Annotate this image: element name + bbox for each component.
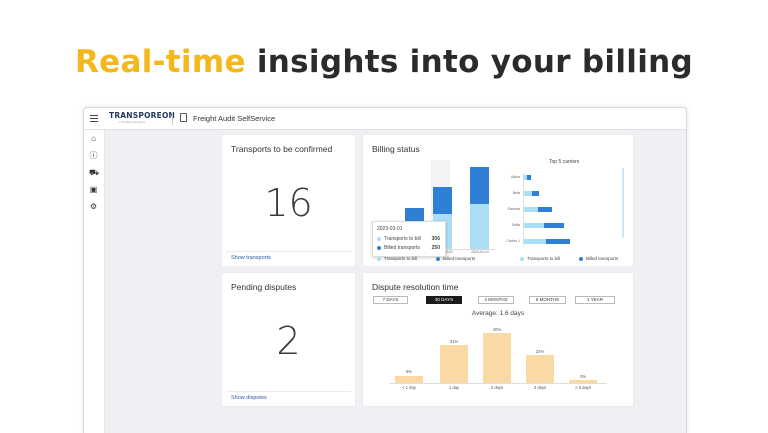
legend-dot	[377, 245, 381, 250]
card-title: Billing status	[372, 144, 420, 154]
app-title: Freight Audit SelfService	[193, 114, 276, 123]
card-title: Transports to be confirmed	[231, 144, 333, 154]
legend-dot	[377, 236, 381, 241]
legend-to-bill: Transports to bill	[520, 256, 560, 261]
carrier-bar-to-bill[interactable]	[524, 207, 538, 212]
truck-icon[interactable]: ⛟	[89, 168, 100, 177]
app-window: TRANSPOREON A Trimble Company Freight Au…	[83, 107, 687, 433]
range-30-days[interactable]: 30 DAYS	[426, 296, 462, 304]
card-divider	[226, 251, 351, 252]
bar-value-label: 3%	[579, 374, 587, 379]
billing-status-card: Billing status 2023-03-01 2023-04-01 202…	[363, 135, 633, 266]
document-icon[interactable]: ▣	[89, 185, 98, 194]
carrier-label: Beta	[512, 191, 520, 195]
carrier-bar-billed[interactable]	[538, 207, 552, 212]
chart-tooltip: 2023-03-01 Transports to bill 306 Billed…	[372, 221, 446, 257]
transports-card: Transports to be confirmed 16 Show trans…	[222, 135, 355, 266]
carrier-bar-billed[interactable]	[546, 239, 570, 244]
bar-billed[interactable]	[470, 167, 489, 204]
headline-rest: insights into your billing	[256, 44, 693, 80]
carrier-label: Carrier 1	[506, 239, 520, 243]
bar-value-label: 40%	[492, 327, 502, 332]
dispute-resolution-card: Dispute resolution time 7 DAYS 30 DAYS 4…	[363, 273, 633, 406]
disputes-count: 2	[276, 319, 301, 363]
app-document-icon	[180, 113, 187, 122]
top-bar: TRANSPOREON A Trimble Company Freight Au…	[84, 108, 686, 130]
tooltip-to-bill-value: 306	[431, 236, 440, 242]
divider	[172, 112, 173, 125]
x-tick-label: < 1 day	[402, 385, 416, 390]
card-title: Dispute resolution time	[372, 282, 459, 292]
x-tick-label: 2023-04-01	[471, 250, 489, 254]
carrier-bar-billed[interactable]	[527, 175, 531, 180]
legend-to-bill: Transports to bill	[377, 256, 417, 261]
bar-value-label: 31%	[449, 339, 459, 344]
card-divider	[226, 391, 351, 392]
x-tick-label: > 3 days	[575, 385, 591, 390]
tooltip-to-bill-label: Transports to bill	[384, 236, 421, 242]
tooltip-billed-value: 250	[431, 245, 440, 251]
logo-subtitle: A Trimble Company	[119, 120, 146, 124]
range-4-months[interactable]: 4 MONTHS	[478, 296, 514, 304]
x-tick-label: 3 days	[533, 385, 547, 390]
dispute-bar[interactable]	[483, 333, 511, 383]
carrier-bar-billed[interactable]	[544, 223, 564, 228]
alert-icon[interactable]: ⓘ	[89, 151, 98, 160]
range-7-days[interactable]: 7 DAYS	[373, 296, 408, 304]
range-1-year[interactable]: 1 YEAR	[575, 296, 615, 304]
carrier-bar-to-bill[interactable]	[524, 191, 532, 196]
x-tick-label: 1 day	[448, 385, 460, 390]
card-title: Pending disputes	[231, 282, 297, 292]
tooltip-date: 2023-03-01	[377, 226, 403, 232]
hamburger-menu-icon[interactable]	[90, 115, 98, 122]
bar-to-bill[interactable]	[470, 204, 489, 249]
show-transports-link[interactable]: Show transports	[231, 255, 271, 261]
side-navigation: ⌂ ⓘ ⛟ ▣ ⚙	[84, 130, 105, 433]
carrier-bar-to-bill[interactable]	[524, 239, 546, 244]
tooltip-billed-label: Billed transports	[384, 245, 420, 251]
range-6-months[interactable]: 6 MONTHS	[529, 296, 566, 304]
average-label: Average: 1.6 days	[471, 310, 525, 317]
carrier-label: Alpha	[511, 175, 520, 179]
logo-text: TRANSPOREON	[109, 111, 175, 120]
transports-count: 16	[264, 181, 313, 225]
disputes-card: Pending disputes 2 Show disputes	[222, 273, 355, 406]
legend-billed: Billed transports	[579, 256, 618, 261]
legend-billed: Billed transports	[436, 256, 475, 261]
x-tick-label: 2 days	[490, 385, 504, 390]
dispute-bar[interactable]	[395, 376, 423, 383]
carrier-bar-to-bill[interactable]	[524, 223, 544, 228]
headline-accent: Real-time	[75, 44, 246, 80]
settings-icon[interactable]: ⚙	[89, 202, 98, 211]
top-carriers-title: Top 5 carriers	[549, 159, 580, 165]
bar-billed[interactable]	[433, 187, 452, 214]
scrollbar[interactable]	[622, 168, 624, 238]
carrier-label: Delta	[511, 223, 520, 227]
x-axis	[389, 383, 607, 384]
dispute-bar[interactable]	[440, 345, 468, 383]
x-axis	[401, 249, 495, 250]
carrier-label: Gamma	[507, 207, 520, 211]
dispute-bar[interactable]	[526, 355, 554, 383]
bar-value-label: 22%	[535, 349, 545, 354]
headline: Real-time insights into your billing	[0, 44, 768, 80]
bar-value-label: 5%	[405, 369, 413, 374]
logo[interactable]: TRANSPOREON A Trimble Company	[109, 111, 175, 125]
show-disputes-link[interactable]: Show disputes	[231, 395, 267, 401]
dispute-bar[interactable]	[569, 380, 597, 383]
carrier-bar-to-bill[interactable]	[524, 175, 527, 180]
y-axis	[523, 173, 524, 247]
carrier-bar-billed[interactable]	[532, 191, 539, 196]
home-icon[interactable]: ⌂	[91, 134, 96, 143]
